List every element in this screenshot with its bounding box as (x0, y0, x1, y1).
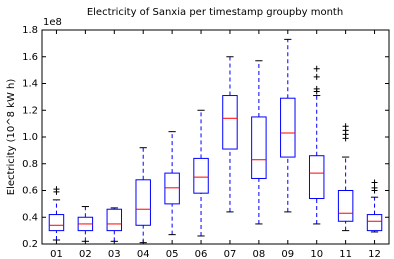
x-tick-label: 02 (79, 249, 92, 259)
flier (371, 179, 378, 186)
flier (313, 73, 320, 80)
flier (371, 184, 378, 191)
flier (53, 186, 60, 193)
x-tick-label: 10 (310, 249, 323, 259)
x-tick-label: 11 (339, 249, 352, 259)
x-tick-label: 08 (253, 249, 266, 259)
x-tick-label: 03 (108, 249, 121, 259)
x-tick-label: 12 (368, 249, 381, 259)
box (164, 172, 180, 205)
box (280, 97, 296, 158)
flier (313, 65, 320, 72)
offset-text: 1e8 (43, 17, 62, 28)
box (308, 155, 325, 200)
y-tick-label: 1.4 (22, 79, 38, 90)
box (222, 95, 238, 150)
y-axis-label: Electricity (10^8 kW h) (6, 79, 17, 196)
y-tick-label: 1.0 (22, 132, 38, 143)
box (193, 157, 209, 194)
x-tick-label: 09 (281, 249, 294, 259)
box (366, 214, 383, 232)
box (337, 190, 354, 222)
y-tick-label: 1.2 (22, 105, 38, 116)
x-tick-label: 06 (195, 249, 208, 259)
flier (342, 123, 349, 130)
y-tick-label: 1.6 (22, 52, 38, 63)
x-tick-label: 05 (166, 249, 179, 259)
y-tick-label: 0.8 (22, 159, 38, 170)
box (135, 179, 151, 226)
box (106, 208, 123, 232)
x-tick-label: 04 (137, 249, 150, 259)
chart-title: Electricity of Sanxia per timestamp grou… (87, 7, 343, 18)
y-tick-label: 0.2 (22, 239, 38, 250)
y-tick-label: 0.6 (22, 186, 38, 197)
y-tick-label: 0.4 (22, 212, 38, 223)
x-tick-label: 01 (50, 249, 63, 259)
box (251, 116, 267, 179)
y-tick-label: 1.8 (22, 25, 38, 36)
flier (313, 85, 320, 92)
box (48, 214, 65, 232)
plot-frame (41, 29, 390, 245)
x-tick-label: 07 (224, 249, 237, 259)
